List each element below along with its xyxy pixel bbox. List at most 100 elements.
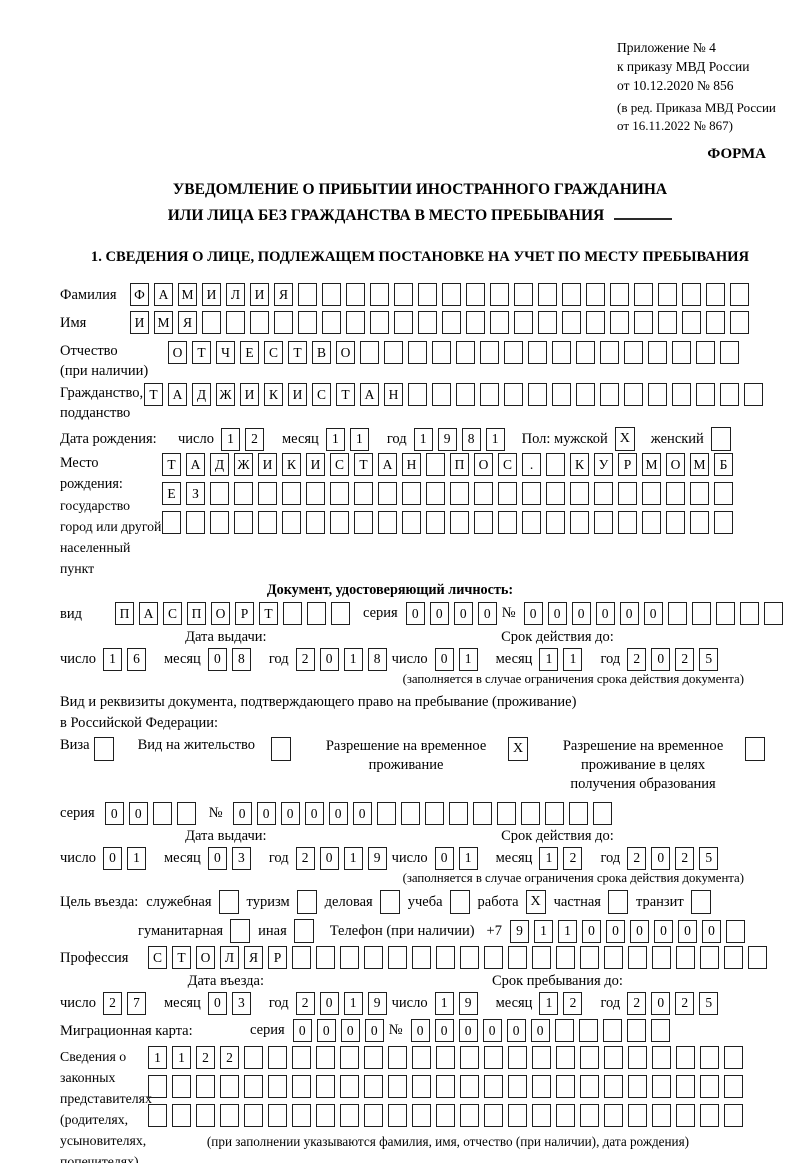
char-cell[interactable] <box>466 311 485 334</box>
char-cell[interactable] <box>378 511 397 534</box>
char-cell[interactable] <box>412 1046 431 1069</box>
char-cell[interactable]: 0 <box>207 647 227 671</box>
char-cell[interactable] <box>480 383 499 406</box>
char-cell[interactable] <box>714 482 733 505</box>
char-cell[interactable] <box>748 946 767 969</box>
option-checkbox[interactable]: X <box>525 890 546 914</box>
option-checkbox[interactable] <box>449 890 470 914</box>
char-cell[interactable] <box>544 802 564 825</box>
char-cell[interactable]: З <box>186 482 205 505</box>
char-cell[interactable]: 0 <box>629 919 649 943</box>
char-cell[interactable]: 0 <box>429 602 449 625</box>
char-cell[interactable]: 1 <box>220 427 240 451</box>
char-cell[interactable] <box>234 511 253 534</box>
char-cell[interactable] <box>283 602 302 625</box>
char-cell[interactable]: 3 <box>231 846 251 870</box>
char-cell[interactable]: Л <box>226 283 245 306</box>
char-cell[interactable] <box>600 383 619 406</box>
char-cell[interactable]: Т <box>192 341 211 364</box>
char-cell[interactable]: 0 <box>232 802 252 825</box>
char-cell[interactable]: 0 <box>651 647 671 671</box>
char-cell[interactable] <box>730 283 749 306</box>
char-cell[interactable]: Т <box>144 383 163 406</box>
char-cell[interactable] <box>364 946 383 969</box>
char-cell[interactable]: А <box>186 453 205 476</box>
char-cell[interactable] <box>152 802 172 825</box>
char-cell[interactable]: И <box>250 283 269 306</box>
char-cell[interactable] <box>331 602 350 625</box>
char-cell[interactable] <box>522 482 541 505</box>
char-cell[interactable]: К <box>282 453 301 476</box>
char-cell[interactable]: С <box>163 602 182 625</box>
char-cell[interactable] <box>715 602 735 625</box>
char-cell[interactable] <box>490 311 509 334</box>
char-cell[interactable] <box>360 341 379 364</box>
char-cell[interactable]: 0 <box>619 602 639 625</box>
char-cell[interactable] <box>196 1104 215 1127</box>
char-cell[interactable]: Т <box>162 453 181 476</box>
char-cell[interactable]: Л <box>220 946 239 969</box>
char-cell[interactable] <box>634 283 653 306</box>
char-cell[interactable]: О <box>168 341 187 364</box>
char-cell[interactable]: 0 <box>292 1019 312 1042</box>
char-cell[interactable] <box>340 1104 359 1127</box>
char-cell[interactable] <box>570 511 589 534</box>
char-cell[interactable] <box>496 802 516 825</box>
option-checkbox[interactable] <box>230 919 251 943</box>
char-cell[interactable] <box>648 341 667 364</box>
char-cell[interactable]: Ж <box>234 453 253 476</box>
char-cell[interactable]: 2 <box>102 991 122 1015</box>
char-cell[interactable] <box>618 511 637 534</box>
char-cell[interactable]: Я <box>274 283 293 306</box>
char-cell[interactable]: 9 <box>367 991 387 1015</box>
option-checkbox[interactable] <box>296 890 317 914</box>
char-cell[interactable] <box>450 482 469 505</box>
char-cell[interactable] <box>258 482 277 505</box>
char-cell[interactable] <box>604 1075 623 1098</box>
char-cell[interactable]: Т <box>259 602 278 625</box>
char-cell[interactable] <box>268 1046 287 1069</box>
char-cell[interactable]: 7 <box>126 991 146 1015</box>
char-cell[interactable] <box>700 1075 719 1098</box>
char-cell[interactable]: Ч <box>216 341 235 364</box>
char-cell[interactable] <box>532 946 551 969</box>
char-cell[interactable]: О <box>474 453 493 476</box>
char-cell[interactable]: 0 <box>104 802 124 825</box>
char-cell[interactable]: 2 <box>563 846 583 870</box>
char-cell[interactable] <box>676 1046 695 1069</box>
char-cell[interactable] <box>604 1046 623 1069</box>
char-cell[interactable]: 2 <box>675 991 695 1015</box>
char-cell[interactable] <box>652 946 671 969</box>
char-cell[interactable] <box>292 1046 311 1069</box>
char-cell[interactable] <box>424 802 444 825</box>
char-cell[interactable] <box>402 482 421 505</box>
char-cell[interactable]: С <box>312 383 331 406</box>
char-cell[interactable] <box>628 1046 647 1069</box>
char-cell[interactable] <box>364 1075 383 1098</box>
char-cell[interactable]: М <box>154 311 173 334</box>
char-cell[interactable] <box>546 453 565 476</box>
char-cell[interactable] <box>436 1075 455 1098</box>
char-cell[interactable] <box>720 383 739 406</box>
char-cell[interactable] <box>474 482 493 505</box>
char-cell[interactable] <box>642 482 661 505</box>
char-cell[interactable]: Я <box>244 946 263 969</box>
char-cell[interactable] <box>450 511 469 534</box>
char-cell[interactable] <box>484 1075 503 1098</box>
char-cell[interactable] <box>706 311 725 334</box>
char-cell[interactable] <box>700 1046 719 1069</box>
char-cell[interactable]: 1 <box>563 647 583 671</box>
char-cell[interactable]: 0 <box>595 602 615 625</box>
sex-female-checkbox[interactable] <box>710 427 731 451</box>
char-cell[interactable]: 1 <box>172 1046 191 1069</box>
char-cell[interactable]: И <box>240 383 259 406</box>
char-cell[interactable]: 0 <box>352 802 372 825</box>
char-cell[interactable] <box>474 511 493 534</box>
char-cell[interactable] <box>172 1104 191 1127</box>
char-cell[interactable]: 0 <box>477 602 497 625</box>
char-cell[interactable]: 5 <box>699 991 719 1015</box>
char-cell[interactable]: И <box>258 453 277 476</box>
char-cell[interactable] <box>307 602 326 625</box>
char-cell[interactable]: 0 <box>651 991 671 1015</box>
char-cell[interactable]: 0 <box>677 919 697 943</box>
